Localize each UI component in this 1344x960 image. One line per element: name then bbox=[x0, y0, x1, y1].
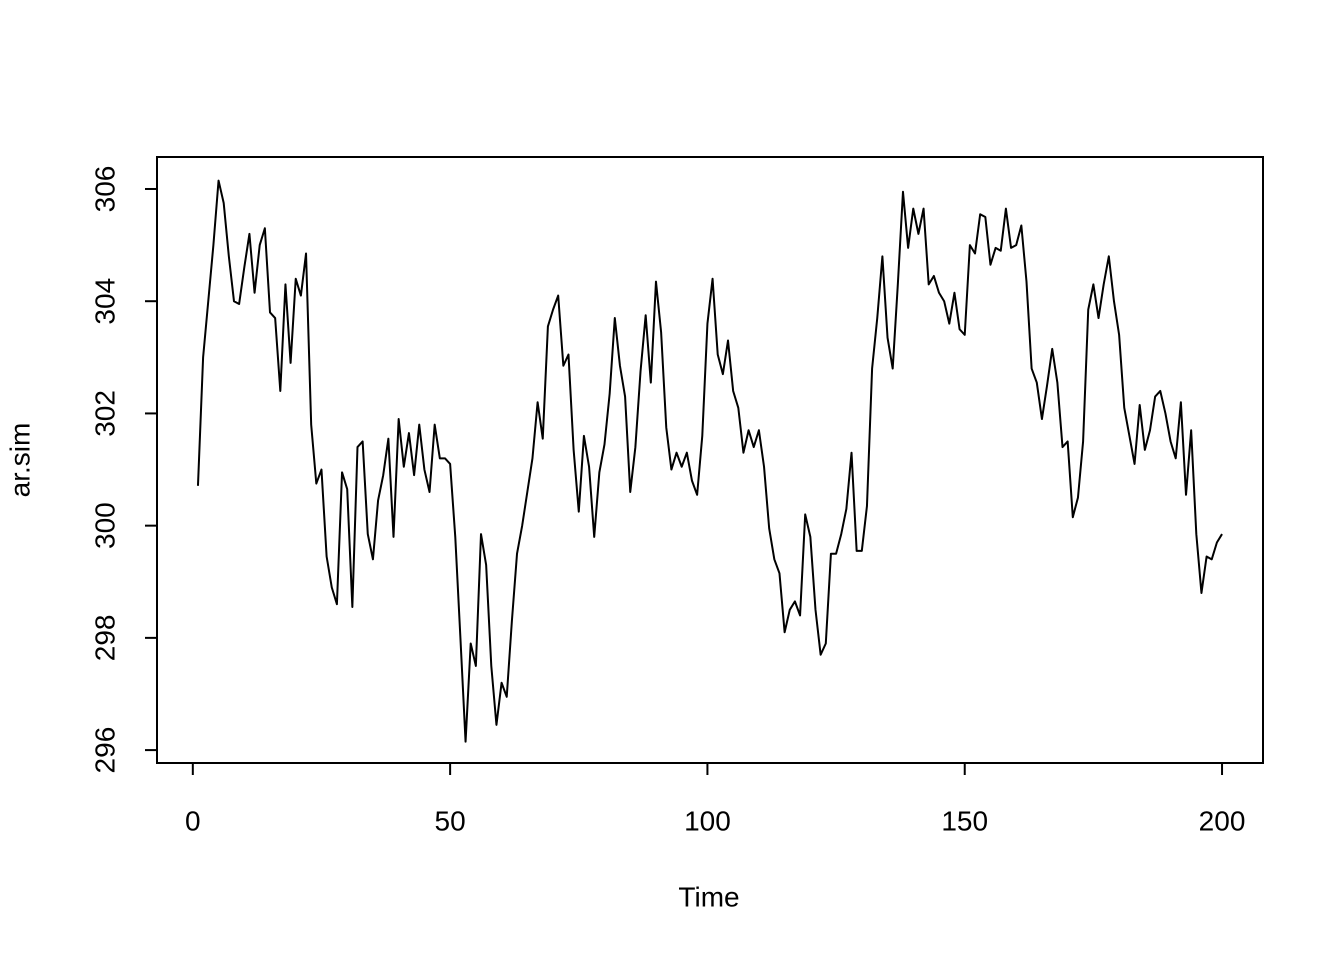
y-tick-label: 296 bbox=[89, 727, 120, 774]
data-line bbox=[196, 179, 1223, 743]
y-tick-label: 302 bbox=[89, 390, 120, 437]
y-axis-label: ar.sim bbox=[4, 423, 35, 498]
x-tick-label: 100 bbox=[684, 805, 731, 836]
y-tick-label: 298 bbox=[89, 615, 120, 662]
x-tick-label: 150 bbox=[941, 805, 988, 836]
plot-frame bbox=[156, 156, 1264, 764]
y-tick-label: 300 bbox=[89, 502, 120, 549]
y-tick-label: 304 bbox=[89, 278, 120, 325]
y-tick-label: 306 bbox=[89, 166, 120, 213]
x-tick-label: 200 bbox=[1199, 805, 1246, 836]
x-tick-label: 0 bbox=[185, 805, 201, 836]
x-tick-label: 50 bbox=[435, 805, 466, 836]
x-axis-label: Time bbox=[678, 881, 739, 912]
